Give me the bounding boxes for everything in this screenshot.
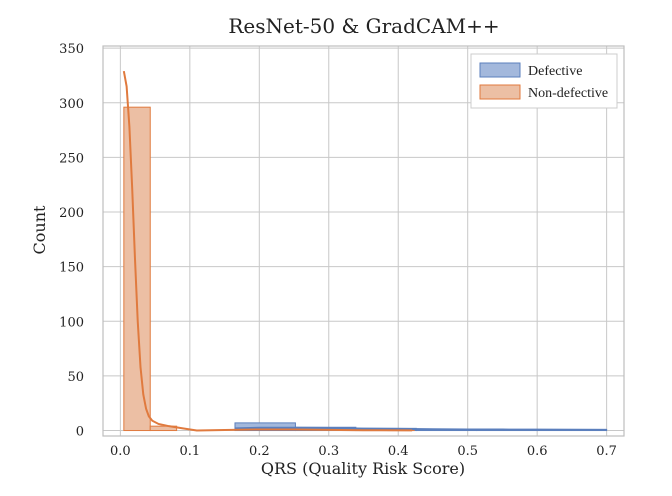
x-axis-label: QRS (Quality Risk Score) xyxy=(261,459,465,478)
y-tick-label: 100 xyxy=(59,315,84,330)
legend-label-defective: Defective xyxy=(528,64,582,79)
y-tick-label: 350 xyxy=(59,42,84,57)
legend: Defective Non-defective xyxy=(470,53,618,109)
plot-frame xyxy=(102,45,625,437)
y-tick-label: 150 xyxy=(59,261,84,276)
x-tick-label: 0.6 xyxy=(527,444,548,459)
x-tick-label: 0.5 xyxy=(457,444,478,459)
histogram-bars xyxy=(123,106,608,432)
density-curves xyxy=(122,70,607,432)
legend-label-non-defective: Non-defective xyxy=(528,86,608,101)
y-tick-label: 50 xyxy=(67,370,84,385)
y-tick-label: 300 xyxy=(59,97,84,112)
y-tick-label: 250 xyxy=(59,151,84,166)
x-tick-label: 0.0 xyxy=(110,444,131,459)
x-tick-label: 0.3 xyxy=(318,444,339,459)
legend-swatch-defective xyxy=(479,62,521,78)
chart-title: ResNet-50 & GradCAM++ xyxy=(228,14,499,38)
y-tick-label: 200 xyxy=(59,206,84,221)
x-axis-ticks: 0.0 0.1 0.2 0.3 0.4 0.5 0.6 0.7 xyxy=(110,444,617,459)
grid xyxy=(103,46,624,436)
y-axis-label: Count xyxy=(30,205,49,254)
x-tick-label: 0.1 xyxy=(179,444,200,459)
x-tick-label: 0.7 xyxy=(596,444,617,459)
y-axis-ticks: 0 50 100 150 200 250 300 350 xyxy=(59,42,84,439)
kde-line-defective xyxy=(234,426,607,431)
bar-non-defective xyxy=(123,106,151,432)
x-tick-label: 0.2 xyxy=(249,444,270,459)
kde-line-non-defective xyxy=(122,70,413,432)
x-tick-label: 0.4 xyxy=(388,444,409,459)
y-tick-label: 0 xyxy=(76,425,84,440)
legend-swatch-non-defective xyxy=(479,84,521,100)
